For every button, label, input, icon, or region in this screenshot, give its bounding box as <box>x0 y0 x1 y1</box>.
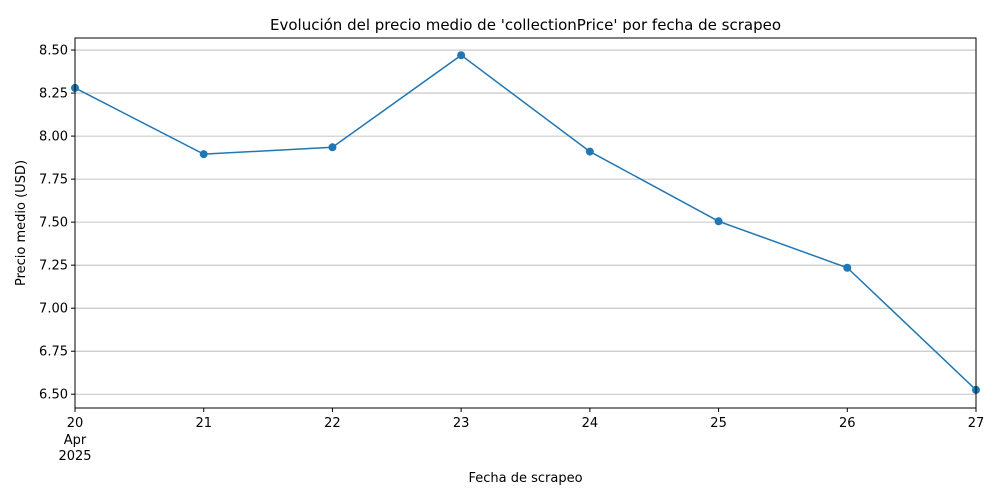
x-tick-label: 23 <box>453 416 470 431</box>
x-tick-label: 21 <box>195 416 212 431</box>
data-point <box>714 217 723 226</box>
x-tick-sublabel: 2025 <box>58 449 91 464</box>
plot-area-frame <box>74 37 977 409</box>
y-tick-label: 7.25 <box>39 259 68 274</box>
data-point <box>843 263 852 272</box>
x-tick-label: 25 <box>710 416 727 431</box>
data-point <box>457 51 466 60</box>
y-axis-label: Precio medio (USD) <box>14 160 29 286</box>
data-point <box>199 150 208 159</box>
y-tick-label: 8.50 <box>39 44 68 59</box>
data-point <box>328 143 337 152</box>
data-point <box>585 147 594 156</box>
x-tick-label: 27 <box>968 416 985 431</box>
y-tick-label: 8.25 <box>39 87 68 102</box>
x-axis-label: Fecha de scrapeo <box>468 471 582 486</box>
series-line <box>74 54 977 391</box>
x-tick-label: 26 <box>839 416 856 431</box>
x-tick-label: 20 <box>67 416 84 431</box>
x-tick-label: 24 <box>582 416 599 431</box>
y-tick-label: 7.00 <box>39 302 68 317</box>
grid-lines <box>75 49 976 395</box>
y-axis-ticks: 6.50 6.75 7.00 7.25 7.50 7.75 8.00 8.25 8.50 <box>39 44 75 403</box>
x-tick-label: 22 <box>324 416 341 431</box>
series-layer <box>71 51 980 394</box>
y-tick-label: 8.00 <box>39 130 68 145</box>
chart-title: Evolución del precio medio de 'collectio… <box>270 16 781 34</box>
y-tick-label: 6.75 <box>39 345 68 360</box>
y-tick-label: 6.50 <box>39 388 68 403</box>
y-tick-label: 7.75 <box>39 173 68 188</box>
x-tick-sublabel: Apr <box>64 433 87 448</box>
y-tick-label: 7.50 <box>39 216 68 231</box>
